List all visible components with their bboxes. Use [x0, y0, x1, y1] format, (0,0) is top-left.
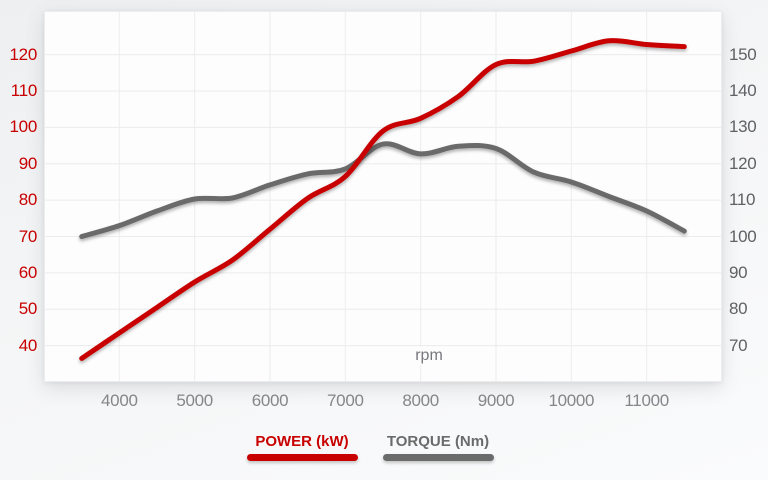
legend-label-torque: TORQUE (Nm)	[386, 433, 490, 450]
legend-item-power[interactable]: POWER (kW)	[246, 433, 358, 461]
chart-canvas	[44, 11, 722, 382]
legend-label-power: POWER (kW)	[255, 433, 349, 450]
legend: POWER (kW) TORQUE (Nm)	[0, 433, 754, 461]
right-axis-tick-label: 70	[729, 335, 748, 355]
torque-curve	[79, 141, 687, 239]
bottom-axis-tick-label: 8000	[402, 391, 439, 410]
power-curve	[79, 38, 687, 361]
left-axis-tick-label: 50	[18, 299, 38, 319]
gridlines	[44, 11, 722, 382]
bottom-axis-tick-label: 7000	[327, 391, 364, 410]
left-axis-tick-label: 60	[18, 262, 38, 282]
plot-area: rpm	[44, 11, 722, 382]
right-axis-tick-label: 90	[729, 262, 748, 282]
left-axis-tick-label: 40	[18, 335, 38, 355]
left-axis-tick-label: 110	[10, 81, 38, 101]
bottom-axis-tick-label: 5000	[176, 391, 213, 410]
bottom-axis-tick-label: 9000	[477, 391, 515, 410]
right-axis-tick-label: 80	[729, 299, 748, 319]
right-axis-tick-label: 140	[729, 81, 757, 101]
legend-item-torque[interactable]: TORQUE (Nm)	[382, 433, 494, 461]
left-axis-tick-label: 70	[18, 226, 38, 246]
right-axis-tick-label: 120	[729, 153, 757, 173]
right-axis-tick-label: 150	[729, 44, 757, 64]
right-axis-tick-label: 100	[729, 226, 757, 246]
torque-series-marker	[382, 454, 494, 461]
left-axis-tick-label: 100	[9, 117, 38, 137]
x-axis-title: rpm	[408, 347, 450, 365]
bottom-axis-tick-label: 11000	[624, 391, 669, 410]
left-axis-tick-label: 120	[9, 44, 38, 64]
left-axis-tick-label: 90	[18, 153, 38, 173]
power-series-marker	[246, 454, 358, 461]
bottom-axis-tick-label: 4000	[101, 391, 138, 410]
plot-border	[44, 11, 722, 382]
right-axis-tick-label: 110	[729, 190, 756, 210]
bottom-axis-tick-label: 6000	[251, 391, 289, 410]
left-axis-tick-label: 80	[18, 190, 38, 210]
bottom-axis-tick-label: 10000	[548, 391, 595, 410]
right-axis-tick-label: 130	[729, 117, 757, 137]
